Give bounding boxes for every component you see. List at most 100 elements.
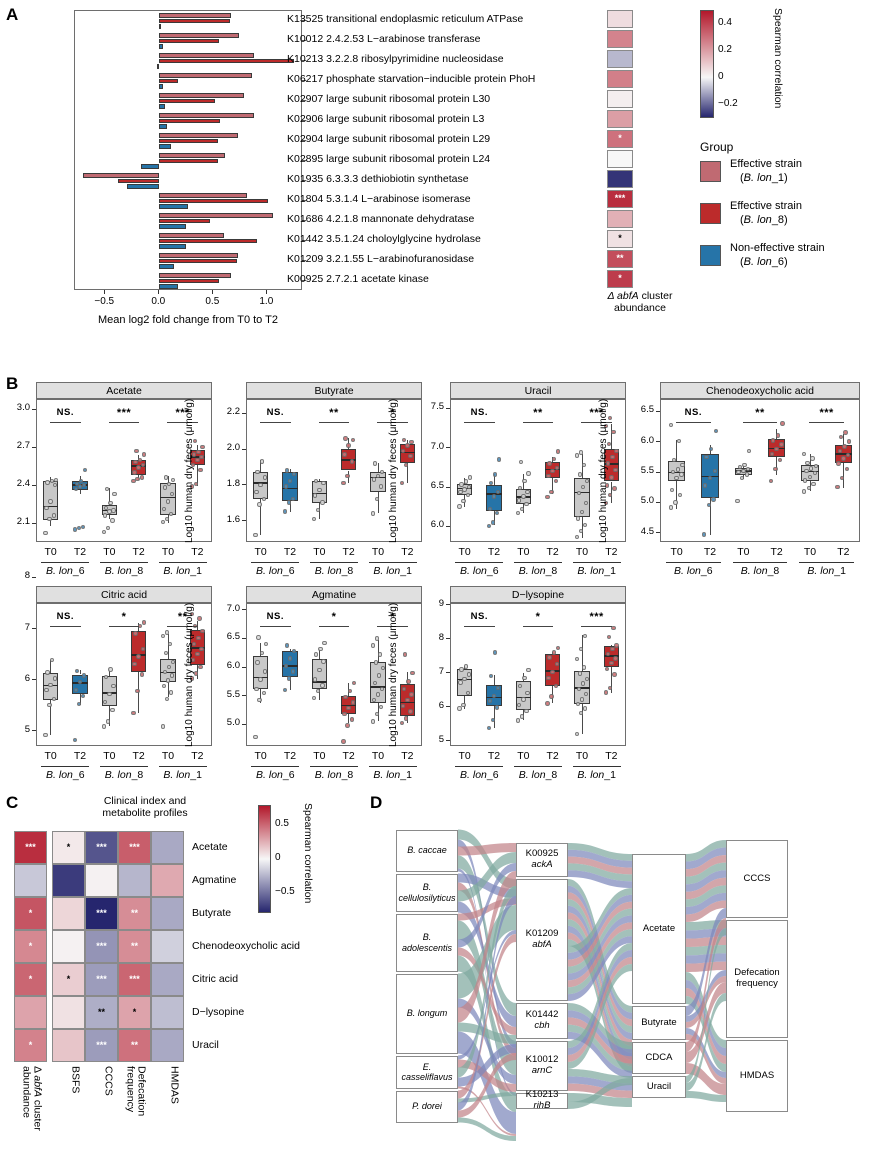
- panel-a-bar: [159, 44, 163, 49]
- panel-b-datapoint: [735, 499, 740, 504]
- panel-c-row-label: Citric acid: [192, 972, 239, 985]
- panel-b-strain-label: B. lon_8: [104, 565, 144, 577]
- panel-b-datapoint: [526, 471, 531, 476]
- panel-b-datapoint: [168, 690, 174, 695]
- panel-d-letter: D: [370, 793, 383, 812]
- panel-b-datapoint: [286, 676, 292, 681]
- panel-b-datapoint: [346, 443, 351, 448]
- panel-b-median: [603, 655, 619, 657]
- panel-b-datapoint: [311, 516, 317, 521]
- panel-b-datapoint: [669, 488, 675, 493]
- panel-b-datapoint: [837, 448, 842, 453]
- panel-b-datapoint: [742, 462, 747, 467]
- panel-d-node: Acetate: [632, 854, 686, 1004]
- panel-b-datapoint: [554, 662, 559, 667]
- panel-b-datapoint: [316, 688, 321, 694]
- panel-b-strain-label: B. lon_8: [518, 565, 558, 577]
- panel-b-whisker: [776, 457, 778, 476]
- panel-b-datapoint: [613, 467, 618, 472]
- panel-b-xtick-label: T2: [605, 546, 618, 558]
- panel-b-datapoint: [614, 643, 619, 648]
- panel-b-significance-bar: [581, 626, 612, 628]
- panel-b-significance-bar: [167, 422, 198, 424]
- panel-b-strain-label: B. lon_6: [256, 565, 295, 577]
- panel-b-datapoint: [409, 692, 414, 697]
- panel-b-significance-bar: [260, 422, 291, 424]
- panel-b-datapoint: [807, 474, 813, 480]
- panel-a-ko-label: K10213 3.2.2.8 ribosylpyrimidine nucleos…: [287, 53, 504, 65]
- panel-c-colorbar-tick: 0.5: [275, 818, 289, 830]
- panel-d-node: B. longum: [396, 973, 458, 1054]
- panel-b-datapoint: [378, 704, 384, 710]
- panel-b-datapoint: [547, 655, 552, 660]
- panel-c-cell: *: [52, 831, 85, 864]
- panel-b-significance: NS.: [56, 407, 74, 418]
- panel-b-datapoint: [107, 691, 112, 697]
- panel-b-datapoint: [769, 451, 775, 456]
- panel-b-datapoint: [131, 479, 136, 484]
- panel-b-datapoint: [461, 702, 466, 708]
- panel-b-xtick-label: T2: [73, 546, 87, 558]
- panel-b-xtick-label: T0: [575, 546, 589, 558]
- panel-b-datapoint: [610, 646, 615, 652]
- panel-b-whisker: [809, 453, 811, 465]
- panel-b-datapoint: [604, 483, 610, 488]
- panel-a-bar: [159, 93, 244, 98]
- panel-c-cell: ***: [118, 831, 151, 864]
- panel-b-ytick: [656, 532, 660, 534]
- panel-b-datapoint: [167, 641, 173, 647]
- panel-b-datapoint: [370, 719, 375, 724]
- panel-b-datapoint: [806, 485, 811, 491]
- panel-b-datapoint: [578, 646, 584, 652]
- panel-b-xtick-label: T0: [44, 750, 57, 762]
- panel-a-ko-label: K01686 4.2.1.8 mannonate dehydratase: [287, 213, 475, 225]
- panel-b-datapoint: [380, 666, 386, 671]
- panel-b-datapoint: [139, 672, 144, 677]
- panel-b-strain-label: B. lon_6: [460, 565, 499, 577]
- panel-b-datapoint: [131, 710, 136, 715]
- panel-b-datapoint: [283, 663, 289, 669]
- panel-b-facet-title: Acetate: [36, 382, 212, 399]
- panel-c-cell: **: [118, 897, 151, 930]
- panel-c-cell: [151, 1029, 184, 1062]
- panel-b-datapoint: [189, 676, 195, 681]
- panel-b-whisker: [493, 511, 495, 525]
- panel-a-colorbar-gradient: [700, 10, 714, 118]
- panel-b-datapoint: [459, 482, 464, 487]
- panel-b-datapoint: [580, 681, 586, 686]
- panel-b-whisker: [676, 481, 678, 509]
- panel-b-whisker: [842, 434, 844, 445]
- panel-b-datapoint: [495, 685, 501, 691]
- panel-c-title-line1: Clinical index and: [103, 795, 187, 807]
- panel-b-datapoint: [194, 671, 199, 676]
- panel-b-datapoint: [612, 672, 617, 677]
- panel-b-datapoint: [515, 510, 521, 516]
- panel-b-datapoint: [261, 496, 266, 502]
- panel-b-datapoint: [584, 478, 590, 483]
- panel-c-abfa-cell: [14, 864, 47, 897]
- panel-a-letter: A: [6, 5, 19, 24]
- panel-b-significance: NS.: [470, 611, 488, 622]
- panel-b-datapoint: [72, 527, 77, 532]
- panel-b-datapoint: [47, 517, 52, 522]
- panel-b-datapoint: [162, 485, 168, 490]
- panel-b-datapoint: [801, 489, 807, 494]
- panel-a-bar: [159, 218, 211, 224]
- panel-a-bar: [159, 133, 239, 138]
- panel-b-datapoint: [579, 697, 585, 702]
- panel-b-datapoint: [165, 678, 171, 683]
- panel-d-node: K10213 rihB: [516, 1089, 568, 1111]
- panel-b-significance: *: [390, 407, 396, 419]
- panel-b-ytick: [656, 410, 660, 412]
- panel-a-xtick-label: 1.0: [259, 296, 274, 307]
- panel-b-datapoint: [578, 450, 584, 455]
- panel-b-ytick-label: 7: [438, 665, 444, 677]
- panel-b-whisker: [108, 515, 110, 520]
- panel-b-ytick: [446, 638, 450, 640]
- panel-b-datapoint: [801, 451, 807, 456]
- panel-b-ytick: [242, 695, 246, 697]
- panel-b-whisker: [377, 463, 379, 473]
- panel-b-ytick: [242, 412, 246, 414]
- panel-b-whisker: [108, 487, 110, 506]
- panel-b-datapoint: [189, 484, 195, 489]
